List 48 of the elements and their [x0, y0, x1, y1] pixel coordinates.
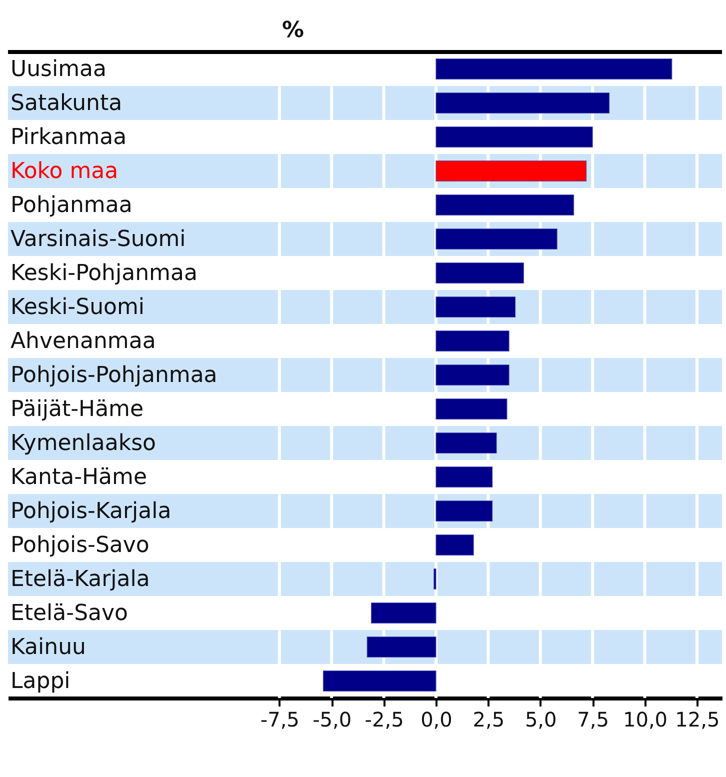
bar [436, 432, 497, 454]
x-tick-label: 0,0 [420, 708, 452, 732]
bar [436, 58, 672, 80]
x-tick-label: 5,0 [524, 708, 557, 732]
y-tick-label: Kymenlaakso [10, 431, 156, 456]
bar [322, 670, 436, 692]
y-tick-label: Uusimaa [10, 57, 107, 82]
y-tick-label: Pirkanmaa [10, 125, 127, 150]
x-tick-label: -7,5 [260, 708, 300, 732]
bar [436, 194, 574, 216]
bar [436, 126, 593, 148]
x-tick-label: 7,5 [577, 708, 609, 732]
bar [436, 160, 587, 182]
bar [436, 330, 510, 352]
x-tick-label: -2,5 [364, 708, 404, 732]
y-tick-label: Pohjois-Savo [10, 533, 150, 558]
y-tick-label: Ahvenanmaa [10, 329, 156, 354]
bar [366, 636, 436, 658]
y-tick-label: Lappi [10, 669, 70, 694]
y-tick-label: Pohjois-Pohjanmaa [10, 363, 218, 388]
x-tick-label: 12,5 [675, 708, 720, 732]
x-axis-title: % [282, 18, 304, 43]
bar [436, 534, 474, 556]
y-tick-label: Pohjanmaa [10, 193, 132, 218]
bar [436, 296, 516, 318]
y-tick-label: Satakunta [10, 91, 122, 116]
y-tick-label: Etelä-Savo [10, 601, 128, 626]
x-tick-label: 2,5 [472, 708, 505, 732]
bar [370, 602, 436, 624]
bar [436, 398, 508, 420]
y-tick-label: Keski-Suomi [10, 295, 145, 320]
bar [436, 262, 524, 284]
bar [436, 466, 493, 488]
bar [436, 92, 610, 114]
x-tick-label: -5,0 [312, 708, 352, 732]
bar [436, 500, 493, 522]
bar [436, 228, 558, 250]
y-tick-label: Varsinais-Suomi [10, 227, 186, 252]
bar [436, 364, 510, 386]
bar [434, 568, 436, 590]
y-tick-label: Etelä-Karjala [10, 567, 150, 592]
y-tick-label: Keski-Pohjanmaa [10, 261, 198, 286]
y-tick-label: Kainuu [10, 635, 86, 660]
y-tick-label: Kanta-Häme [10, 465, 148, 490]
y-tick-label: Pohjois-Karjala [10, 499, 172, 524]
x-tick-label: 10,0 [622, 708, 668, 732]
y-tick-label: Koko maa [10, 159, 118, 184]
y-tick-label: Päijät-Häme [10, 397, 144, 422]
